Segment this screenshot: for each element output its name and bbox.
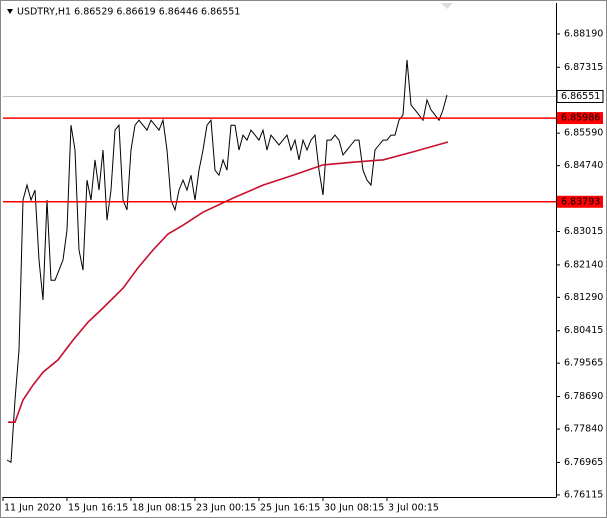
current-price-label: 6.86551 — [561, 91, 600, 102]
x-tick-label: 25 Jun 16:15 — [260, 503, 320, 514]
y-tick-label: 6.84740 — [564, 160, 603, 171]
price-line — [6, 59, 448, 464]
level-label: 6.85986 — [561, 113, 600, 124]
y-tick-label: 6.78690 — [564, 391, 603, 402]
x-tick-label: 3 Jul 00:15 — [388, 503, 439, 514]
x-tick-label: 23 Jun 00:15 — [196, 503, 256, 514]
y-tick-label: 6.83015 — [564, 226, 603, 237]
menu-triangle — [7, 9, 13, 14]
y-tick-label: 6.76115 — [564, 489, 603, 500]
x-tick-label: 30 Jun 08:15 — [324, 503, 384, 514]
y-tick-label: 6.82140 — [564, 259, 603, 270]
level-label: 6.83793 — [561, 196, 600, 207]
y-tick-label: 6.80415 — [564, 325, 603, 336]
x-tick-label: 18 Jun 08:15 — [132, 503, 192, 514]
x-tick-label: 15 Jun 16:15 — [68, 503, 128, 514]
price-line — [8, 141, 449, 423]
chart-title: USDTRY,H1 6.86529 6.86619 6.86446 6.8655… — [17, 7, 240, 18]
shift-marker — [441, 3, 453, 9]
x-tick-label: 11 Jun 2020 — [4, 503, 61, 514]
y-tick-label: 6.76965 — [564, 457, 603, 468]
y-tick-label: 6.88190 — [564, 28, 603, 39]
y-tick-label: 6.87315 — [564, 62, 603, 73]
y-tick-label: 6.81290 — [564, 292, 603, 303]
y-tick-label: 6.77840 — [564, 424, 603, 435]
y-tick-label: 6.79565 — [564, 358, 603, 369]
level-label-bg — [557, 112, 603, 125]
y-tick-label: 6.85590 — [564, 128, 603, 139]
level-label-bg — [557, 195, 603, 208]
current-price-bg — [556, 89, 604, 103]
